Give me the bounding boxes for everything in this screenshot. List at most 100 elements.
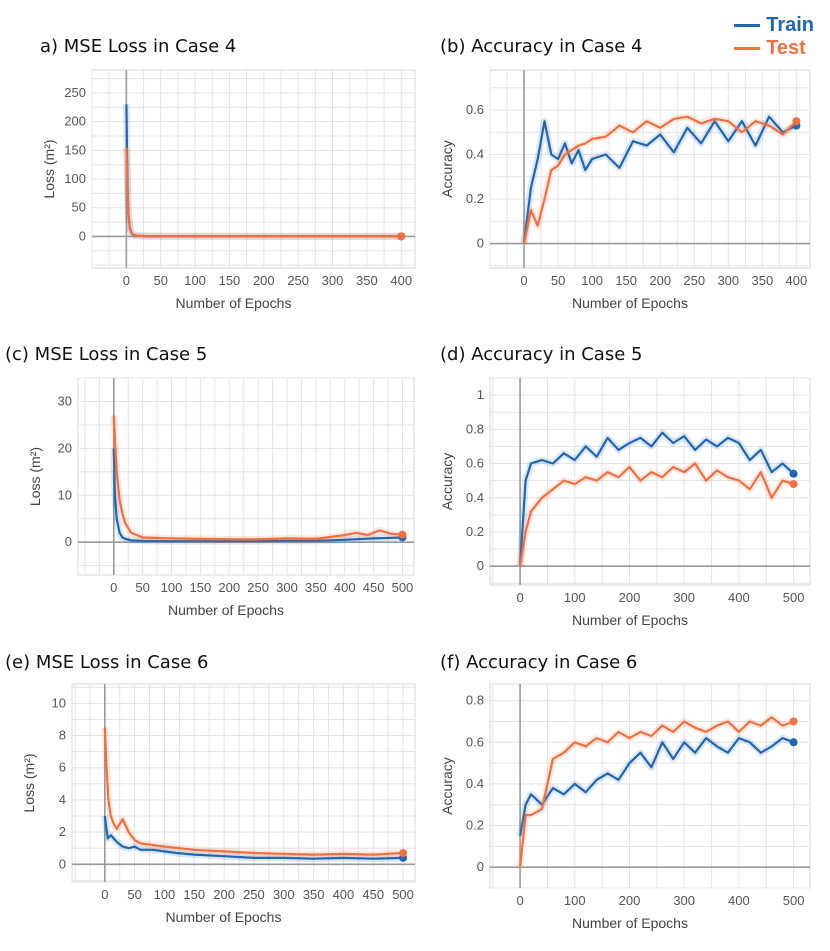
y-tick-label: 0.6 xyxy=(466,456,484,471)
x-tick-label: 200 xyxy=(649,273,671,288)
x-tick-label: 350 xyxy=(303,887,325,902)
series-line-test xyxy=(125,147,402,238)
x-tick-label: 350 xyxy=(305,580,327,595)
series-line-test xyxy=(519,716,794,868)
y-tick-label: 10 xyxy=(52,695,66,710)
x-tick-label: 150 xyxy=(190,580,212,595)
y-tick-label: 0 xyxy=(477,236,484,251)
x-axis-label-e: Number of Epochs xyxy=(166,909,282,925)
panel-title-f: (f) Accuracy in Case 6 xyxy=(440,652,637,673)
x-tick-label: 250 xyxy=(243,887,265,902)
x-tick-label: 300 xyxy=(673,590,695,605)
y-tick-label: 0.2 xyxy=(466,191,484,206)
x-tick-label: 50 xyxy=(135,580,149,595)
series-endpoint-test xyxy=(789,717,798,726)
panel-a: a) MSE Loss in Case 4 0 50 100 150 200 250 300 3… xyxy=(40,36,416,311)
y-tick-label: 0.6 xyxy=(466,734,484,749)
y-tick-label: 0.2 xyxy=(466,818,484,833)
x-tick-label: 250 xyxy=(287,273,309,288)
x-tick-label: 100 xyxy=(161,580,183,595)
panel-e: (e) MSE Loss in Case 60 50 100 150 200 250 300… xyxy=(5,652,416,925)
x-tick-label: 50 xyxy=(127,887,141,902)
x-axis-label-d: Number of Epochs xyxy=(572,612,688,628)
plot-frame-f xyxy=(489,683,811,889)
x-tick-label: 0 xyxy=(101,887,108,902)
x-tick-label: 200 xyxy=(213,887,235,902)
y-axis-label-c: Loss (m²) xyxy=(27,447,43,506)
panel-title-c: (c) MSE Loss in Case 5 xyxy=(5,344,207,365)
series-endpoint-test xyxy=(398,530,407,539)
y-tick-label: 4 xyxy=(59,792,66,807)
y-tick-label: 0.8 xyxy=(466,421,484,436)
series-endpoint-train xyxy=(789,469,798,478)
y-axis-label-e: Loss (m²) xyxy=(21,753,37,812)
x-tick-label: 0 xyxy=(516,893,523,908)
x-tick-label: 100 xyxy=(564,893,586,908)
x-tick-label: 300 xyxy=(673,893,695,908)
x-tick-label: 100 xyxy=(184,273,206,288)
x-tick-label: 400 xyxy=(728,590,750,605)
x-axis-label-c: Number of Epochs xyxy=(168,602,284,618)
y-tick-label: 0.2 xyxy=(466,524,484,539)
y-tick-label: 0 xyxy=(477,859,484,874)
y-tick-label: 0.8 xyxy=(466,693,484,708)
panel-title-e: (e) MSE Loss in Case 6 xyxy=(5,652,208,673)
y-tick-label: 250 xyxy=(64,85,86,100)
legend-label-train: Train xyxy=(766,14,814,36)
y-tick-label: 0 xyxy=(59,856,66,871)
y-tick-label: 0 xyxy=(65,534,72,549)
y-tick-label: 0.6 xyxy=(466,102,484,117)
panel-f: (f) Accuracy in Case 6 0 100 200 300 400 500 0 0… xyxy=(439,652,811,931)
series-endpoint-test xyxy=(399,849,408,858)
x-tick-label: 50 xyxy=(153,273,167,288)
x-tick-label: 500 xyxy=(392,580,414,595)
series-line-test xyxy=(112,415,403,541)
x-tick-label: 400 xyxy=(390,273,412,288)
series-line-train xyxy=(522,115,797,244)
series-line-train xyxy=(103,815,404,860)
x-tick-label: 200 xyxy=(253,273,275,288)
y-tick-label: 0.4 xyxy=(466,490,484,505)
y-tick-label: 0.4 xyxy=(466,147,484,162)
legend: Train Test xyxy=(734,14,814,60)
x-tick-label: 300 xyxy=(273,887,295,902)
x-tick-label: 200 xyxy=(619,590,641,605)
y-tick-label: 6 xyxy=(59,760,66,775)
y-tick-label: 150 xyxy=(64,142,86,157)
y-tick-label: 50 xyxy=(72,200,86,215)
x-tick-label: 150 xyxy=(615,273,637,288)
panel-c: (c) MSE Loss in Case 50 50 100 150 200 250 300… xyxy=(5,344,415,618)
series-line-train xyxy=(112,448,403,543)
series-endpoint-test xyxy=(792,117,801,126)
y-axis-label-a: Loss (m²) xyxy=(41,139,57,198)
panel-b: (b) Accuracy in Case 4 0 50 100 150 200 250 300… xyxy=(439,36,811,311)
x-tick-label: 500 xyxy=(783,590,805,605)
y-tick-label: 200 xyxy=(64,114,86,129)
panel-title-d: (d) Accuracy in Case 5 xyxy=(440,344,642,365)
legend-item-train: Train xyxy=(734,14,814,37)
x-tick-label: 150 xyxy=(183,887,205,902)
x-tick-label: 500 xyxy=(392,887,414,902)
x-tick-label: 300 xyxy=(322,273,344,288)
x-tick-label: 300 xyxy=(717,273,739,288)
legend-swatch-test xyxy=(734,47,761,50)
y-axis-label-f: Accuracy xyxy=(439,757,455,815)
y-tick-label: 1 xyxy=(477,387,484,402)
series-endpoint-test xyxy=(789,480,798,489)
y-tick-label: 20 xyxy=(58,440,72,455)
legend-swatch-train xyxy=(734,24,761,27)
y-axis-label-d: Accuracy xyxy=(439,453,455,511)
series-line-test xyxy=(519,462,794,567)
x-tick-label: 100 xyxy=(581,273,603,288)
plot-frame-b xyxy=(489,69,811,269)
series-endpoint-test xyxy=(397,232,406,241)
x-tick-label: 200 xyxy=(218,580,240,595)
x-axis-label-f: Number of Epochs xyxy=(572,915,688,931)
x-axis-label-a: Number of Epochs xyxy=(176,295,292,311)
x-tick-label: 250 xyxy=(247,580,269,595)
y-tick-label: 8 xyxy=(59,728,66,743)
x-tick-label: 500 xyxy=(783,893,805,908)
x-tick-label: 400 xyxy=(334,580,356,595)
x-tick-label: 400 xyxy=(728,893,750,908)
